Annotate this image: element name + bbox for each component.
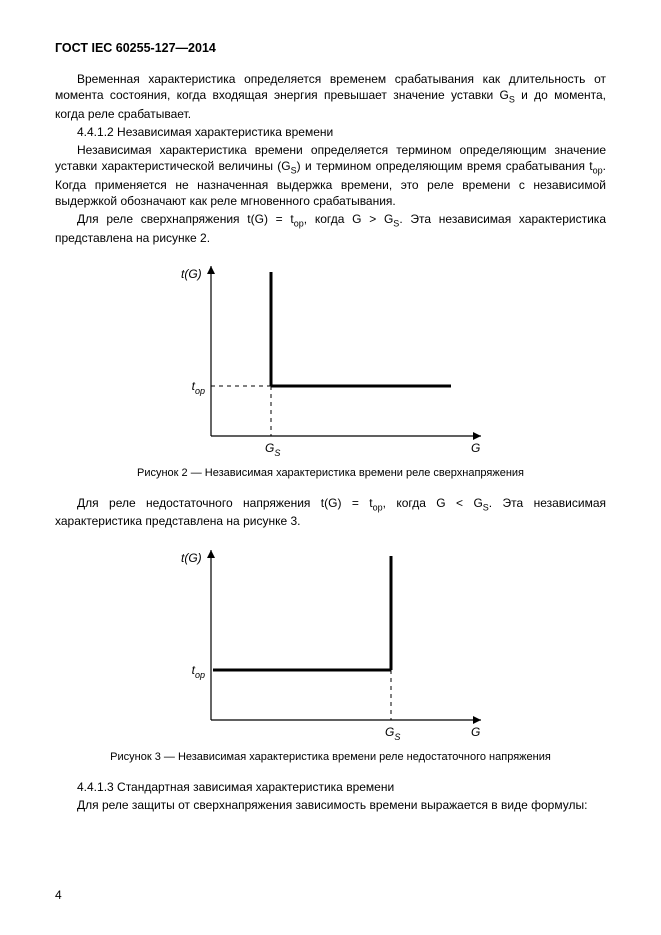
paragraph-1: Временная характеристика определяется вр…	[55, 71, 606, 122]
paragraph-5: Для реле защиты от сверхнапряжения завис…	[55, 797, 606, 813]
paragraph-2: Независимая характеристика времени опред…	[55, 142, 606, 209]
para4a-sub: op	[373, 502, 383, 512]
figure-3-container: t(G) Gtop GS	[55, 540, 606, 744]
page-number: 4	[55, 887, 62, 903]
paragraph-3: Для реле сверхнапряжения t(G) = top, ког…	[55, 211, 606, 246]
svg-text:top: top	[191, 379, 204, 396]
svg-text:G: G	[471, 725, 480, 739]
paragraph-4: Для реле недостаточного напряжения t(G) …	[55, 495, 606, 530]
svg-text:G: G	[471, 441, 480, 455]
figure-2-caption: Рисунок 2 — Независимая характеристика в…	[55, 466, 606, 481]
figure-3-chart: t(G) Gtop GS	[151, 540, 511, 740]
para3a-sub: op	[294, 218, 304, 228]
document-header: ГОСТ IEC 60255-127—2014	[55, 40, 606, 57]
svg-text:t(G): t(G)	[181, 267, 202, 281]
section-4-4-1-2-title: 4.4.1.2 Независимая характеристика време…	[55, 124, 606, 140]
para3b: , когда G > G	[304, 212, 394, 226]
svg-text:top: top	[191, 663, 204, 680]
svg-text:GS: GS	[265, 441, 280, 456]
para4a: Для реле недостаточного напряжения t(G) …	[77, 496, 373, 510]
section-4-4-1-3-title: 4.4.1.3 Стандартная зависимая характерис…	[55, 779, 606, 795]
svg-text:t(G): t(G)	[181, 551, 202, 565]
figure-2-container: t(G) Gtop GS	[55, 256, 606, 460]
para2b: ) и термином определяющим время срабатыв…	[297, 159, 593, 173]
figure-3-caption: Рисунок 3 — Независимая характеристика в…	[55, 750, 606, 765]
svg-text:GS: GS	[385, 725, 400, 740]
para2b-sub: op	[593, 166, 603, 176]
para4b: , когда G < G	[383, 496, 483, 510]
para3a: Для реле сверхнапряжения t(G) = t	[77, 212, 294, 226]
figure-2-chart: t(G) Gtop GS	[151, 256, 511, 456]
